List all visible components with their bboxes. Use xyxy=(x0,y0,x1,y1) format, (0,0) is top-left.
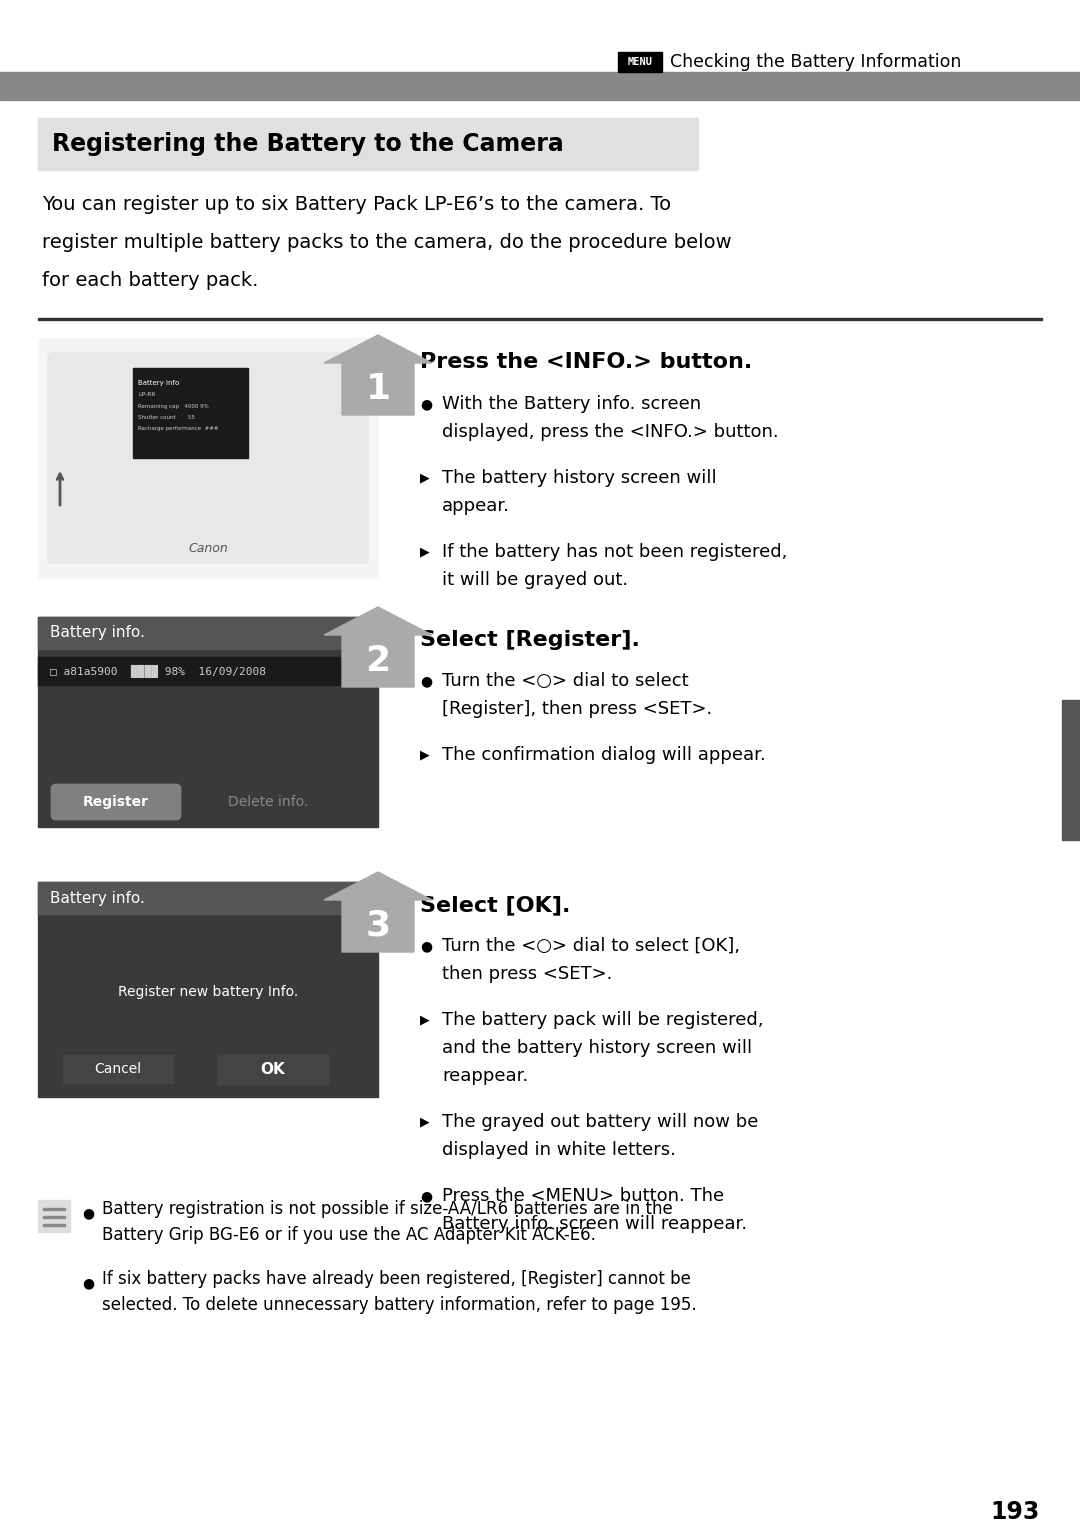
Text: Canon: Canon xyxy=(188,541,228,555)
Text: Battery info: Battery info xyxy=(138,380,179,386)
Text: The confirmation dialog will appear.: The confirmation dialog will appear. xyxy=(442,745,766,764)
Text: 1: 1 xyxy=(365,373,391,406)
Bar xyxy=(0,71,1080,100)
Bar xyxy=(38,338,378,578)
Polygon shape xyxy=(324,335,432,415)
Text: [Register], then press <SET>.: [Register], then press <SET>. xyxy=(442,700,712,718)
Text: Select [Register].: Select [Register]. xyxy=(420,630,639,649)
Text: Recharge performance  ###: Recharge performance ### xyxy=(138,426,218,430)
Text: ▶: ▶ xyxy=(420,472,430,484)
Text: Register new battery Info.: Register new battery Info. xyxy=(118,986,298,999)
Bar xyxy=(43,1208,65,1211)
Text: Shutter count       55: Shutter count 55 xyxy=(138,415,194,420)
Bar xyxy=(38,119,698,170)
Text: Delete info.: Delete info. xyxy=(228,795,308,809)
Text: ●: ● xyxy=(420,674,432,687)
Text: If the battery has not been registered,: If the battery has not been registered, xyxy=(442,543,787,561)
Bar xyxy=(38,318,1042,319)
Text: Battery info.: Battery info. xyxy=(50,890,145,905)
Text: Press the <INFO.> button.: Press the <INFO.> button. xyxy=(420,351,753,373)
Bar xyxy=(38,882,378,1097)
Text: The grayed out battery will now be: The grayed out battery will now be xyxy=(442,1113,758,1132)
Bar xyxy=(43,1224,65,1226)
Text: then press <SET>.: then press <SET>. xyxy=(442,964,612,983)
Polygon shape xyxy=(324,607,432,687)
Text: Turn the <○> dial to select: Turn the <○> dial to select xyxy=(442,672,689,691)
Bar xyxy=(38,1200,70,1232)
Bar xyxy=(38,618,378,827)
Text: and the battery history screen will: and the battery history screen will xyxy=(442,1039,752,1057)
Bar xyxy=(38,657,378,684)
Text: ●: ● xyxy=(420,1189,432,1203)
Text: reappear.: reappear. xyxy=(442,1068,528,1084)
Text: The battery pack will be registered,: The battery pack will be registered, xyxy=(442,1011,764,1030)
Text: Checking the Battery Information: Checking the Battery Information xyxy=(670,53,961,71)
Bar xyxy=(43,1215,65,1218)
Text: LP-R6: LP-R6 xyxy=(138,392,156,397)
Text: ▶: ▶ xyxy=(420,1115,430,1129)
Text: ●: ● xyxy=(420,397,432,411)
Text: ▶: ▶ xyxy=(420,1013,430,1027)
Text: Select [OK].: Select [OK]. xyxy=(420,894,570,916)
Text: Battery info. screen will reappear.: Battery info. screen will reappear. xyxy=(442,1215,747,1234)
Text: The battery history screen will: The battery history screen will xyxy=(442,468,717,487)
Text: appear.: appear. xyxy=(442,497,510,516)
Bar xyxy=(63,1056,173,1083)
Text: ●: ● xyxy=(82,1206,94,1220)
FancyBboxPatch shape xyxy=(48,353,368,563)
Text: With the Battery info. screen: With the Battery info. screen xyxy=(442,395,701,414)
Text: Battery info.: Battery info. xyxy=(50,625,145,640)
FancyBboxPatch shape xyxy=(52,785,180,818)
Text: ●: ● xyxy=(82,1276,94,1290)
Bar xyxy=(38,882,378,914)
Bar xyxy=(133,368,248,458)
Text: selected. To delete unnecessary battery information, refer to page 195.: selected. To delete unnecessary battery … xyxy=(102,1296,697,1314)
Text: ▶: ▶ xyxy=(420,545,430,558)
Text: Registering the Battery to the Camera: Registering the Battery to the Camera xyxy=(52,132,564,157)
Text: 193: 193 xyxy=(990,1500,1040,1521)
Bar xyxy=(38,618,378,649)
Text: ▶: ▶ xyxy=(420,748,430,760)
Bar xyxy=(618,52,662,71)
Text: ●: ● xyxy=(420,938,432,954)
Text: If six battery packs have already been registered, [Register] cannot be: If six battery packs have already been r… xyxy=(102,1270,691,1288)
Text: for each battery pack.: for each battery pack. xyxy=(42,271,258,291)
Bar xyxy=(1062,700,1080,840)
Text: Battery registration is not possible if size-AA/LR6 batteries are in the: Battery registration is not possible if … xyxy=(102,1200,673,1218)
Text: Cancel: Cancel xyxy=(94,1062,141,1075)
Text: Register: Register xyxy=(83,795,149,809)
Text: Remaining cap   4000 9%: Remaining cap 4000 9% xyxy=(138,405,208,409)
Text: displayed, press the <INFO.> button.: displayed, press the <INFO.> button. xyxy=(442,423,779,441)
Bar xyxy=(218,1056,328,1083)
Text: displayed in white letters.: displayed in white letters. xyxy=(442,1141,676,1159)
Text: □ a81a5900  ████ 98%  16/09/2008: □ a81a5900 ████ 98% 16/09/2008 xyxy=(50,665,266,677)
Text: MENU: MENU xyxy=(627,56,652,67)
Text: 3: 3 xyxy=(365,910,391,943)
Text: Turn the <○> dial to select [OK],: Turn the <○> dial to select [OK], xyxy=(442,937,740,955)
Text: Press the <MENU> button. The: Press the <MENU> button. The xyxy=(442,1186,724,1205)
Text: You can register up to six Battery Pack LP-E6’s to the camera. To: You can register up to six Battery Pack … xyxy=(42,195,671,214)
Text: OK: OK xyxy=(260,1062,285,1077)
Polygon shape xyxy=(324,872,432,952)
Text: register multiple battery packs to the camera, do the procedure below: register multiple battery packs to the c… xyxy=(42,233,731,252)
Text: it will be grayed out.: it will be grayed out. xyxy=(442,570,629,589)
Text: Battery Grip BG-E6 or if you use the AC Adapter Kit ACK-E6.: Battery Grip BG-E6 or if you use the AC … xyxy=(102,1226,596,1244)
Text: 2: 2 xyxy=(365,643,391,678)
